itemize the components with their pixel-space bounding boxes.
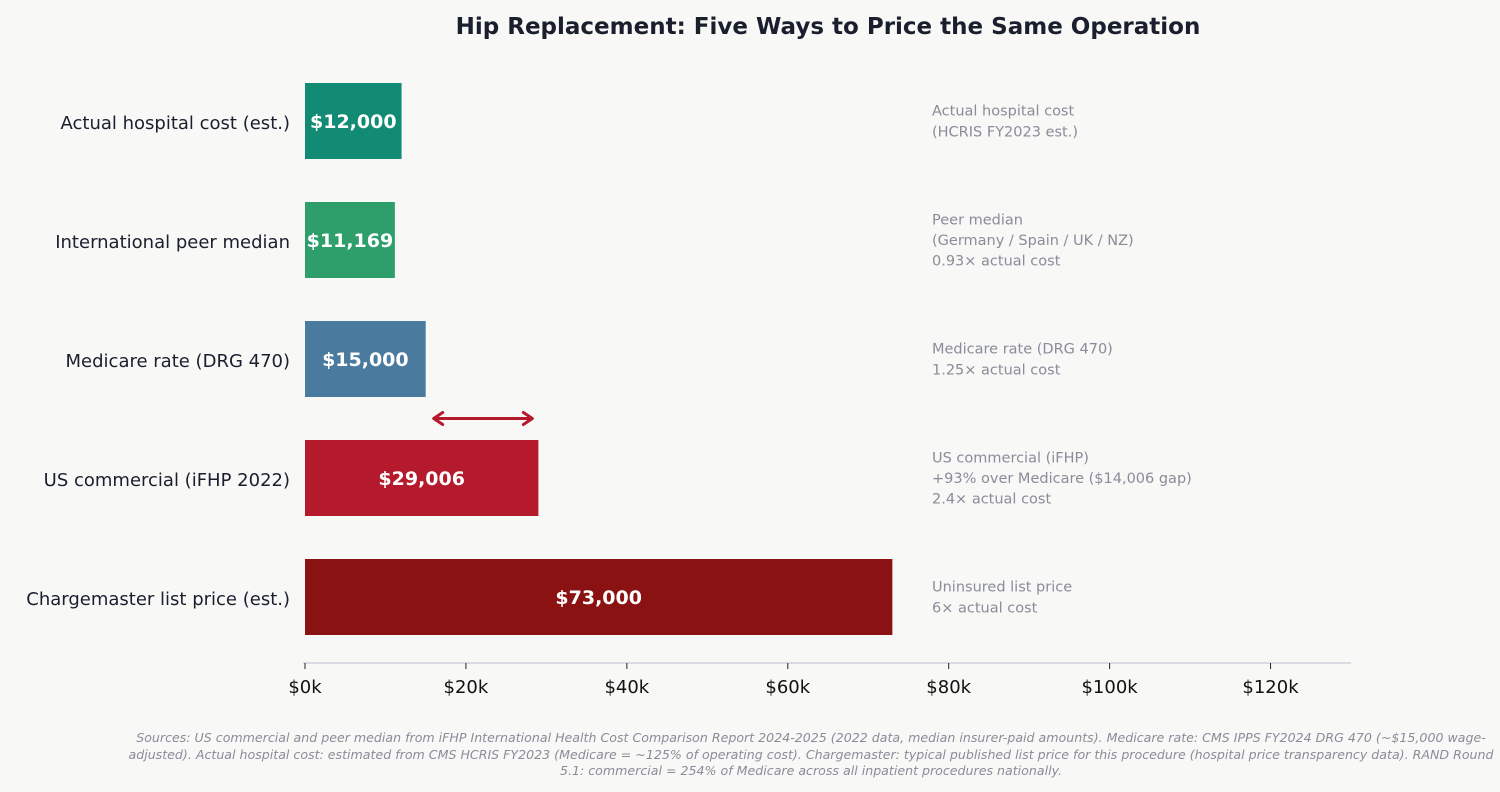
annotation-line: 1.25× actual cost [932, 362, 1061, 378]
category-label: International peer median [55, 232, 290, 253]
annotation-line: 2.4× actual cost [932, 492, 1051, 508]
annotation-line: Medicare rate (DRG 470) [932, 342, 1113, 358]
bar-value-label: $11,169 [307, 230, 394, 252]
x-tick-label: $20k [444, 677, 489, 698]
x-axis: $0k $20k $40k $60k $80k $100k $120k [288, 662, 1351, 698]
annotations-layer: Actual hospital cost (HCRIS FY2023 est.) P… [932, 104, 1192, 617]
annotation-line: 6× actual cost [932, 600, 1038, 616]
bar [305, 321, 426, 397]
category-label: Actual hospital cost (est.) [61, 113, 291, 134]
bar [305, 559, 893, 635]
bar-value-label: $15,000 [322, 349, 409, 371]
annotation-line: Actual hospital cost [932, 104, 1074, 120]
bar-value-label: $73,000 [555, 587, 642, 609]
annotation-line: 0.93× actual cost [932, 254, 1061, 270]
gap-arrow [432, 411, 534, 426]
annotation-line: Peer median [932, 212, 1023, 228]
category-label: Chargemaster list price (est.) [26, 589, 290, 610]
bar [305, 202, 395, 278]
chart-title: Hip Replacement: Five Ways to Price the … [456, 14, 1201, 40]
bar-value-label: $12,000 [310, 111, 397, 133]
annotation-line: Uninsured list price [932, 580, 1072, 596]
x-tick-label: $120k [1242, 677, 1299, 698]
annotation-line: US commercial (iFHP) [932, 450, 1089, 466]
category-label: Medicare rate (DRG 470) [66, 351, 290, 372]
x-tick-label: $40k [604, 677, 649, 698]
bar-value-label: $29,006 [378, 468, 465, 490]
x-tick-label: $60k [765, 677, 810, 698]
annotation-line: (HCRIS FY2023 est.) [932, 124, 1078, 140]
annotation-line: +93% over Medicare ($14,006 gap) [932, 471, 1192, 487]
x-tick-label: $100k [1081, 677, 1138, 698]
gap-arrow-head-left [432, 411, 445, 426]
sources-footnote: Sources: US commercial and peer median f… [128, 730, 1494, 778]
bar [305, 83, 402, 159]
category-label: US commercial (iFHP 2022) [44, 470, 290, 491]
bar [305, 440, 539, 516]
gap-arrow-head-right [521, 411, 534, 426]
x-tick-label: $80k [926, 677, 971, 698]
x-tick-label: $0k [288, 677, 322, 698]
bars-layer: $12,000 Actual hospital cost (est.) $11,16… [26, 83, 893, 635]
annotation-line: (Germany / Spain / UK / NZ) [932, 233, 1134, 249]
